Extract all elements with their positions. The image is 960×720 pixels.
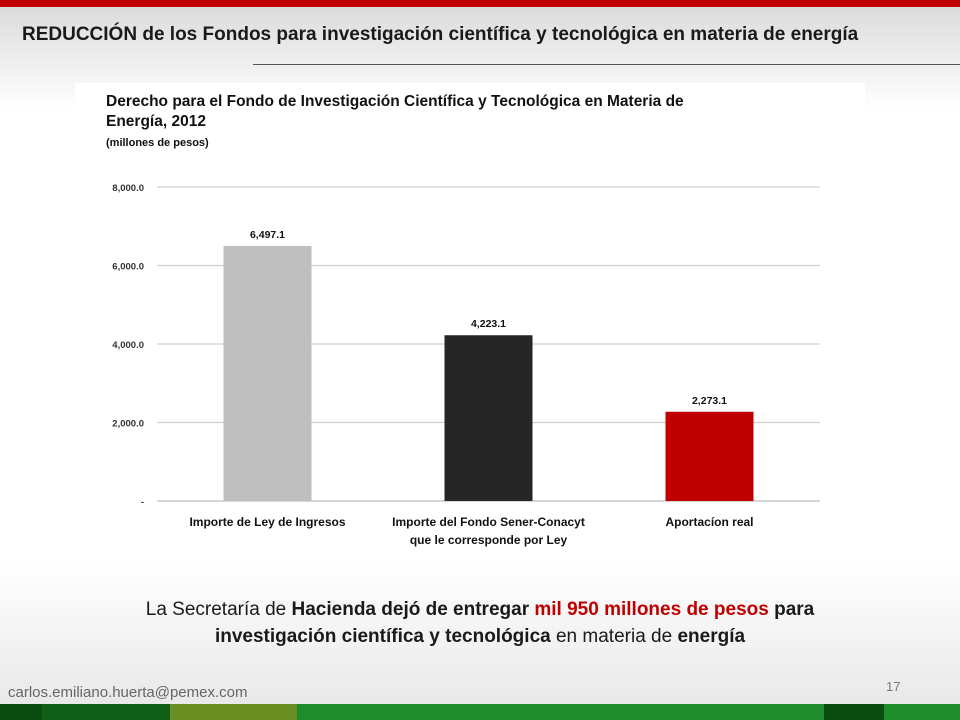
- x-tick-label: que le corresponde por Ley: [410, 533, 568, 547]
- y-tick-label: 4,000.0: [112, 340, 144, 351]
- band-segment: [0, 704, 42, 720]
- caption-line-2-segment: materia de: [582, 626, 678, 647]
- bar: [444, 335, 533, 501]
- y-tick-label: 8,000.0: [112, 183, 144, 194]
- top-accent-bar: [0, 0, 960, 7]
- caption-line-1-segment: para: [768, 599, 815, 620]
- data-label: 2,273.1: [692, 395, 727, 407]
- x-tick-label: Importe de Ley de Ingresos: [189, 515, 345, 529]
- page-number: 17: [886, 679, 901, 694]
- bottom-color-band: [0, 704, 960, 720]
- y-tick-label: -: [141, 497, 144, 508]
- caption-line-2: investigación científica y tecnológica e…: [60, 623, 900, 650]
- title-divider: [253, 64, 960, 65]
- band-segment: [824, 704, 884, 720]
- caption-line-1-segment: mil 950 millones de pesos: [534, 599, 769, 620]
- chart-title: Derecho para el Fondo de Investigación C…: [106, 93, 684, 130]
- y-tick-label: 6,000.0: [112, 262, 144, 273]
- slide-title: REDUCCIÓN de los Fondos para investigaci…: [22, 24, 859, 45]
- data-label: 4,223.1: [471, 318, 506, 330]
- caption-line-2-segment: energía: [677, 626, 746, 647]
- band-segment: [42, 704, 170, 720]
- caption-line-2-segment: investigación científica y tecnológica: [214, 626, 551, 647]
- data-label: 6,497.1: [250, 229, 285, 241]
- band-segment: [297, 704, 824, 720]
- caption-line-1-segment: Hacienda dejó de entregar: [291, 599, 535, 620]
- band-segment: [884, 704, 960, 720]
- caption-line-2-segment: en: [550, 626, 583, 647]
- band-segment: [170, 704, 297, 720]
- x-tick-label: Aportacíon real: [665, 515, 753, 529]
- author-email: carlos.emiliano.huerta@pemex.com: [8, 684, 248, 701]
- caption: La Secretaría de Hacienda dejó de entreg…: [60, 596, 900, 650]
- caption-line-1: La Secretaría de Hacienda dejó de entreg…: [60, 596, 900, 623]
- bar: [665, 411, 754, 501]
- y-tick-label: 2,000.0: [112, 419, 144, 430]
- chart-subtitle: (millones de pesos): [106, 137, 209, 149]
- caption-line-1-segment: La Secretaría de: [145, 599, 292, 620]
- bar: [223, 245, 312, 501]
- x-tick-label: Importe del Fondo Sener-Conacyt: [392, 515, 585, 529]
